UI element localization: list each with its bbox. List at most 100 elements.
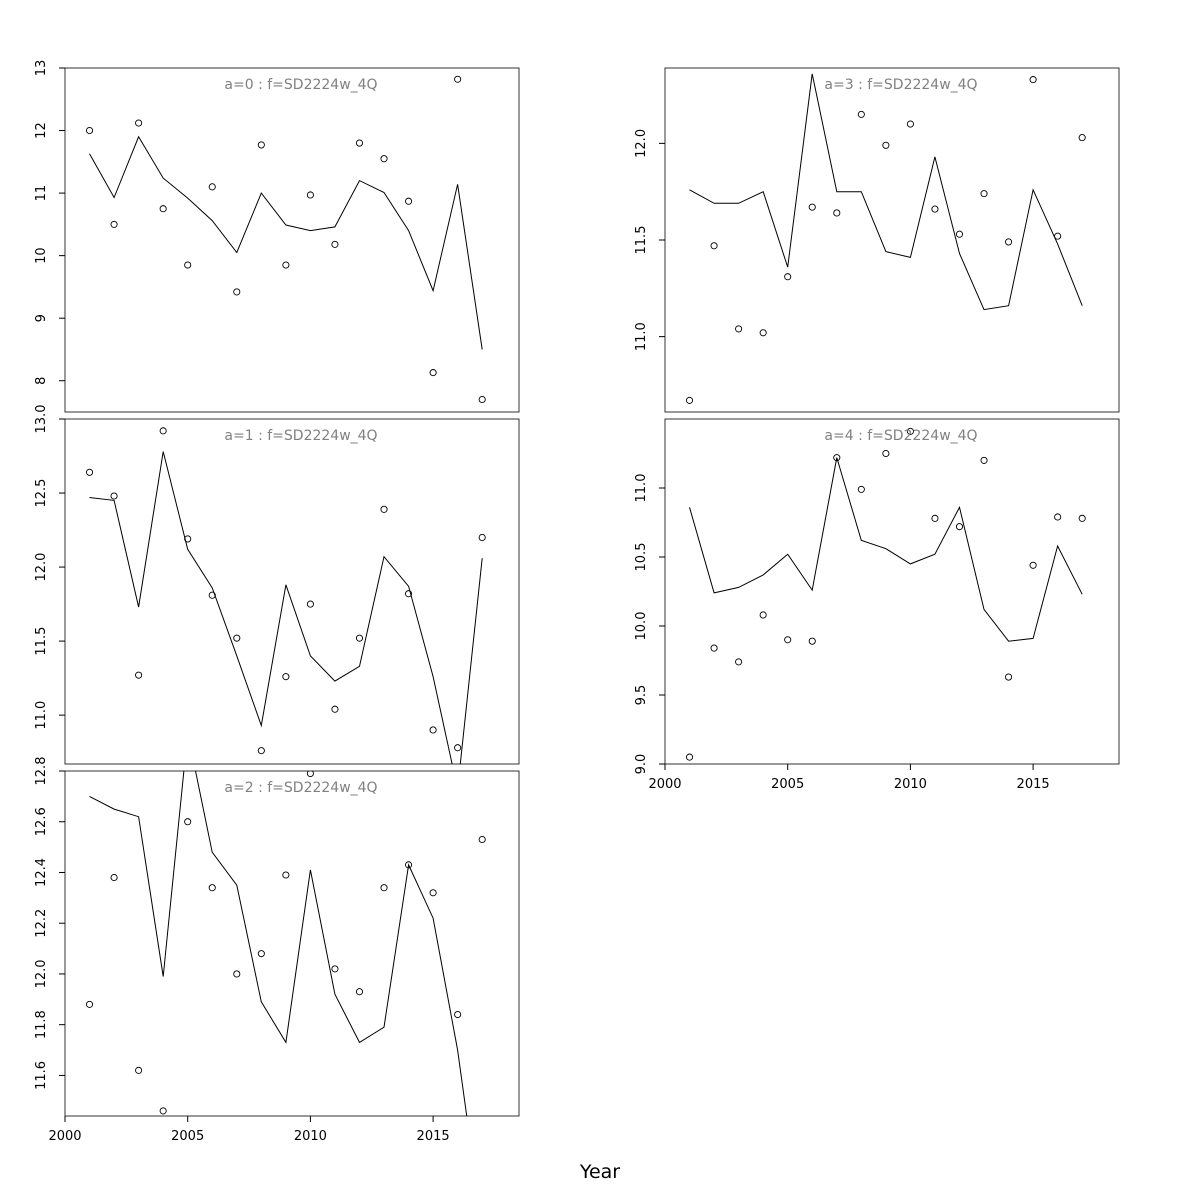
- x-tick-label: 2000: [48, 1129, 81, 1144]
- observed-point: [833, 454, 841, 462]
- y-tick-label: 11.8: [34, 1010, 49, 1039]
- observed-point: [85, 468, 94, 476]
- observed-point: [1005, 238, 1013, 246]
- observed-point: [1029, 76, 1037, 84]
- observed-point: [710, 644, 718, 652]
- observed-point: [955, 230, 964, 238]
- y-tick-label: 10.5: [634, 543, 649, 572]
- observed-point: [282, 673, 290, 681]
- plot-area: [85, 427, 486, 764]
- y-tick-label: 13: [34, 60, 49, 77]
- panel-frame: [64, 770, 520, 1117]
- observed-point: [135, 1066, 143, 1074]
- x-tick-label: 2010: [894, 777, 927, 792]
- observed-point: [980, 190, 988, 198]
- x-tick-label: 2005: [171, 1129, 204, 1144]
- observed-point: [931, 205, 939, 213]
- observed-point: [1078, 514, 1086, 522]
- y-tick-label: 12.4: [34, 858, 49, 887]
- observed-point: [184, 818, 192, 826]
- observed-point: [159, 205, 167, 213]
- observed-point: [808, 203, 816, 211]
- observed-point: [833, 209, 841, 217]
- observed-point: [784, 273, 792, 281]
- observed-point: [233, 970, 241, 978]
- y-tick-label: 12.2: [34, 909, 49, 938]
- observed-point: [257, 950, 265, 958]
- observed-point: [1054, 513, 1062, 521]
- observed-point: [759, 611, 767, 619]
- fitted-line: [689, 457, 1083, 642]
- y-tick-label: 10: [34, 247, 49, 264]
- observed-point: [208, 884, 216, 892]
- x-tick-label: 2005: [771, 777, 804, 792]
- observed-point: [454, 1010, 462, 1019]
- y-tick-label: 11.0: [34, 701, 49, 730]
- observed-point: [882, 449, 890, 458]
- observed-point: [331, 705, 339, 713]
- panel-frame: [64, 418, 520, 765]
- observed-point: [85, 1000, 94, 1008]
- observed-point: [931, 514, 939, 522]
- observed-point: [184, 261, 192, 269]
- observed-point: [454, 744, 462, 752]
- y-tick-label: 11.0: [634, 474, 649, 503]
- observed-point: [478, 395, 486, 404]
- observed-point: [135, 671, 143, 679]
- y-tick-label: 12.0: [634, 129, 649, 158]
- y-tick-label: 10.0: [634, 612, 649, 641]
- observed-point: [784, 636, 792, 644]
- y-tick-label: 9: [34, 314, 49, 322]
- observed-point: [355, 139, 364, 147]
- observed-point: [882, 141, 890, 149]
- observed-point: [980, 456, 988, 464]
- x-tick-label: 2000: [648, 777, 681, 792]
- observed-point: [1029, 561, 1037, 569]
- observed-point: [282, 871, 290, 879]
- x-tick-label: 2015: [1017, 777, 1050, 792]
- y-tick-label: 12.6: [34, 807, 49, 836]
- x-axis-label: Year: [579, 1161, 620, 1183]
- observed-point: [85, 126, 94, 135]
- panel-a4: 9.0 9.5 10.0 10.5 11.0 2000 2005 2010 2015 a=4 : …: [634, 418, 1120, 792]
- observed-point: [429, 369, 437, 377]
- panel-a3: 11.0 11.5 12.0 a=3 : f=SD2224w_4Q: [634, 67, 1120, 413]
- y-tick-label: 13.0: [34, 405, 49, 434]
- observed-point: [735, 658, 743, 666]
- observed-point: [906, 427, 914, 435]
- observed-point: [685, 396, 694, 404]
- observed-point: [257, 141, 265, 149]
- y-tick-label: 11.5: [634, 226, 649, 255]
- panel-a0: 8 9 10 11 12 13 a=0 : f=SD2224w_4Q: [34, 60, 520, 413]
- observed-point: [331, 965, 339, 973]
- observed-point: [478, 533, 486, 542]
- observed-point: [857, 110, 865, 118]
- observed-point: [306, 191, 314, 199]
- y-tick-label: 12: [34, 122, 49, 139]
- fitted-line: [89, 771, 468, 1116]
- panels: 8 9 10 11 12 13 a=0 : f=SD2224w_4Q 11.0 11.5 12.0…: [34, 60, 1120, 1144]
- y-tick-label: 11.6: [34, 1061, 49, 1090]
- observed-point: [857, 485, 865, 493]
- y-tick-label: 9.0: [634, 754, 649, 775]
- observed-point: [808, 637, 816, 645]
- x-tick-label: 2010: [294, 1129, 327, 1144]
- observed-point: [380, 884, 388, 892]
- plot-area: [85, 75, 486, 404]
- x-tick-label: 2015: [417, 1129, 450, 1144]
- fitted-line: [89, 135, 483, 350]
- observed-point: [405, 590, 413, 598]
- observed-point: [1005, 673, 1013, 681]
- y-tick-label: 9.5: [634, 685, 649, 706]
- panel-title: a=4 : f=SD2224w_4Q: [824, 428, 977, 444]
- observed-point: [110, 220, 118, 228]
- observed-point: [306, 771, 314, 778]
- observed-point: [257, 747, 265, 755]
- y-tick-label: 11.5: [34, 627, 49, 656]
- observed-point: [159, 1107, 167, 1115]
- panel-title: a=3 : f=SD2224w_4Q: [824, 77, 977, 93]
- observed-point: [233, 634, 241, 642]
- fitted-line: [89, 451, 483, 764]
- y-tick-label: 12.0: [34, 959, 49, 988]
